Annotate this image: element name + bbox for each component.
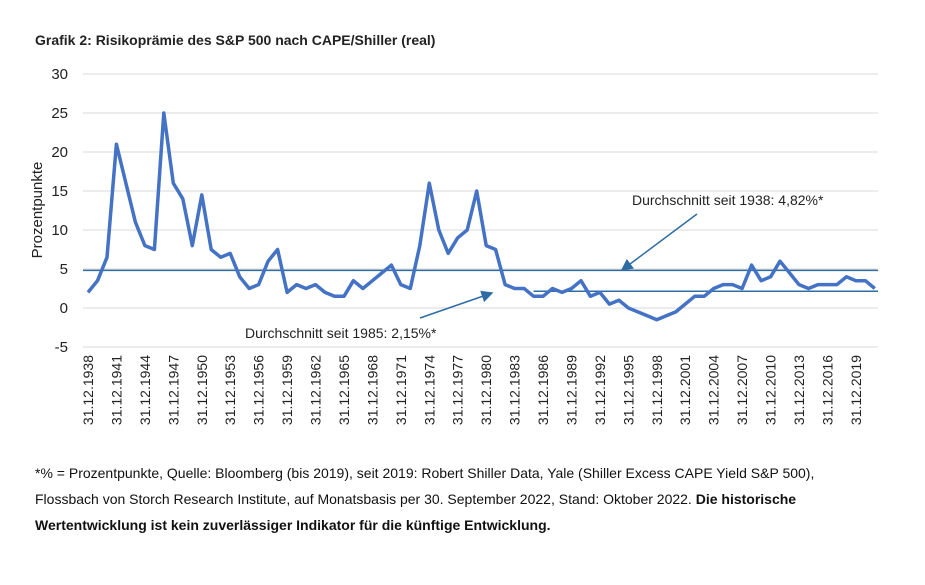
x-tick-label: 31.12.1962 bbox=[308, 355, 324, 425]
y-tick-label: 30 bbox=[51, 66, 68, 83]
chart: Grafik 2: Risikoprämie des S&P 500 nach … bbox=[29, 32, 878, 425]
chart-title: Grafik 2: Risikoprämie des S&P 500 nach … bbox=[35, 32, 435, 48]
x-tick-label: 31.12.1956 bbox=[251, 355, 267, 425]
x-tick-label: 31.12.2007 bbox=[734, 355, 750, 425]
y-tick-label: 25 bbox=[51, 105, 68, 122]
x-tick-label: 31.12.1977 bbox=[450, 355, 466, 425]
x-tick-label: 31.12.1989 bbox=[563, 355, 579, 425]
x-tick-label: 31.12.1986 bbox=[535, 355, 551, 425]
x-tick-label: 31.12.1992 bbox=[592, 355, 608, 425]
x-tick-label: 31.12.1950 bbox=[194, 355, 210, 425]
y-tick-label: 5 bbox=[60, 261, 68, 278]
y-axis-label: Prozentpunkte bbox=[29, 162, 46, 259]
x-tick-label: 31.12.2019 bbox=[848, 355, 864, 425]
y-tick-label: -5 bbox=[55, 339, 68, 356]
x-tick-label: 31.12.1965 bbox=[336, 355, 352, 425]
x-tick-label: 31.12.2016 bbox=[819, 355, 835, 425]
x-tick-label: 31.12.1968 bbox=[364, 355, 380, 425]
annotation: Durchschnitt seit 1938: 4,82%* bbox=[632, 192, 824, 208]
x-tick-label: 31.12.1953 bbox=[222, 355, 238, 425]
y-tick-label: 0 bbox=[60, 300, 68, 317]
annotation: Durchschnitt seit 1985: 2,15%* bbox=[245, 325, 437, 341]
x-tick-label: 31.12.2013 bbox=[791, 355, 807, 425]
x-tick-label: 31.12.1980 bbox=[478, 355, 494, 425]
annotation-arrow bbox=[419, 290, 494, 319]
annotation-arrow bbox=[620, 213, 698, 271]
footnote-bold: Die historische Wertentwicklung ist kein… bbox=[35, 491, 797, 533]
x-tick-label: 31.12.1944 bbox=[137, 355, 153, 425]
x-tick-label: 31.12.1995 bbox=[620, 355, 636, 425]
x-tick-label: 31.12.1983 bbox=[507, 355, 523, 425]
x-tick-label: 31.12.1959 bbox=[279, 355, 295, 425]
x-tick-label: 31.12.1947 bbox=[165, 355, 181, 425]
x-tick-label: 31.12.2004 bbox=[706, 355, 722, 425]
x-tick-label: 31.12.1941 bbox=[108, 355, 124, 425]
footnote: *% = Prozentpunkte, Quelle: Bloomberg (b… bbox=[35, 460, 825, 538]
y-tick-label: 10 bbox=[51, 222, 68, 239]
x-tick-label: 31.12.2001 bbox=[677, 355, 693, 425]
x-tick-label: 31.12.1971 bbox=[393, 355, 409, 425]
y-tick-label: 15 bbox=[51, 183, 68, 200]
series-line bbox=[86, 111, 876, 322]
y-tick-label: 20 bbox=[51, 144, 68, 161]
x-tick-label: 31.12.1974 bbox=[421, 355, 437, 425]
footnote-text: *% = Prozentpunkte, Quelle: Bloomberg (b… bbox=[35, 465, 815, 507]
x-tick-label: 31.12.1938 bbox=[80, 355, 96, 425]
x-tick-label: 31.12.2010 bbox=[763, 355, 779, 425]
x-tick-label: 31.12.1998 bbox=[649, 355, 665, 425]
